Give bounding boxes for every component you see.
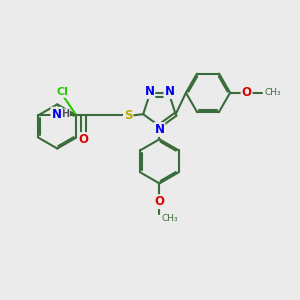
Text: CH₃: CH₃: [162, 214, 178, 223]
Text: H: H: [61, 109, 69, 119]
Text: CH₃: CH₃: [265, 88, 281, 97]
Text: O: O: [154, 195, 164, 208]
Text: N: N: [51, 108, 62, 121]
Text: Cl: Cl: [57, 87, 68, 97]
Text: N: N: [164, 85, 175, 98]
Text: O: O: [79, 133, 88, 146]
Text: N: N: [144, 85, 154, 98]
Text: S: S: [124, 109, 133, 122]
Text: N: N: [154, 123, 164, 136]
Text: O: O: [242, 85, 252, 99]
